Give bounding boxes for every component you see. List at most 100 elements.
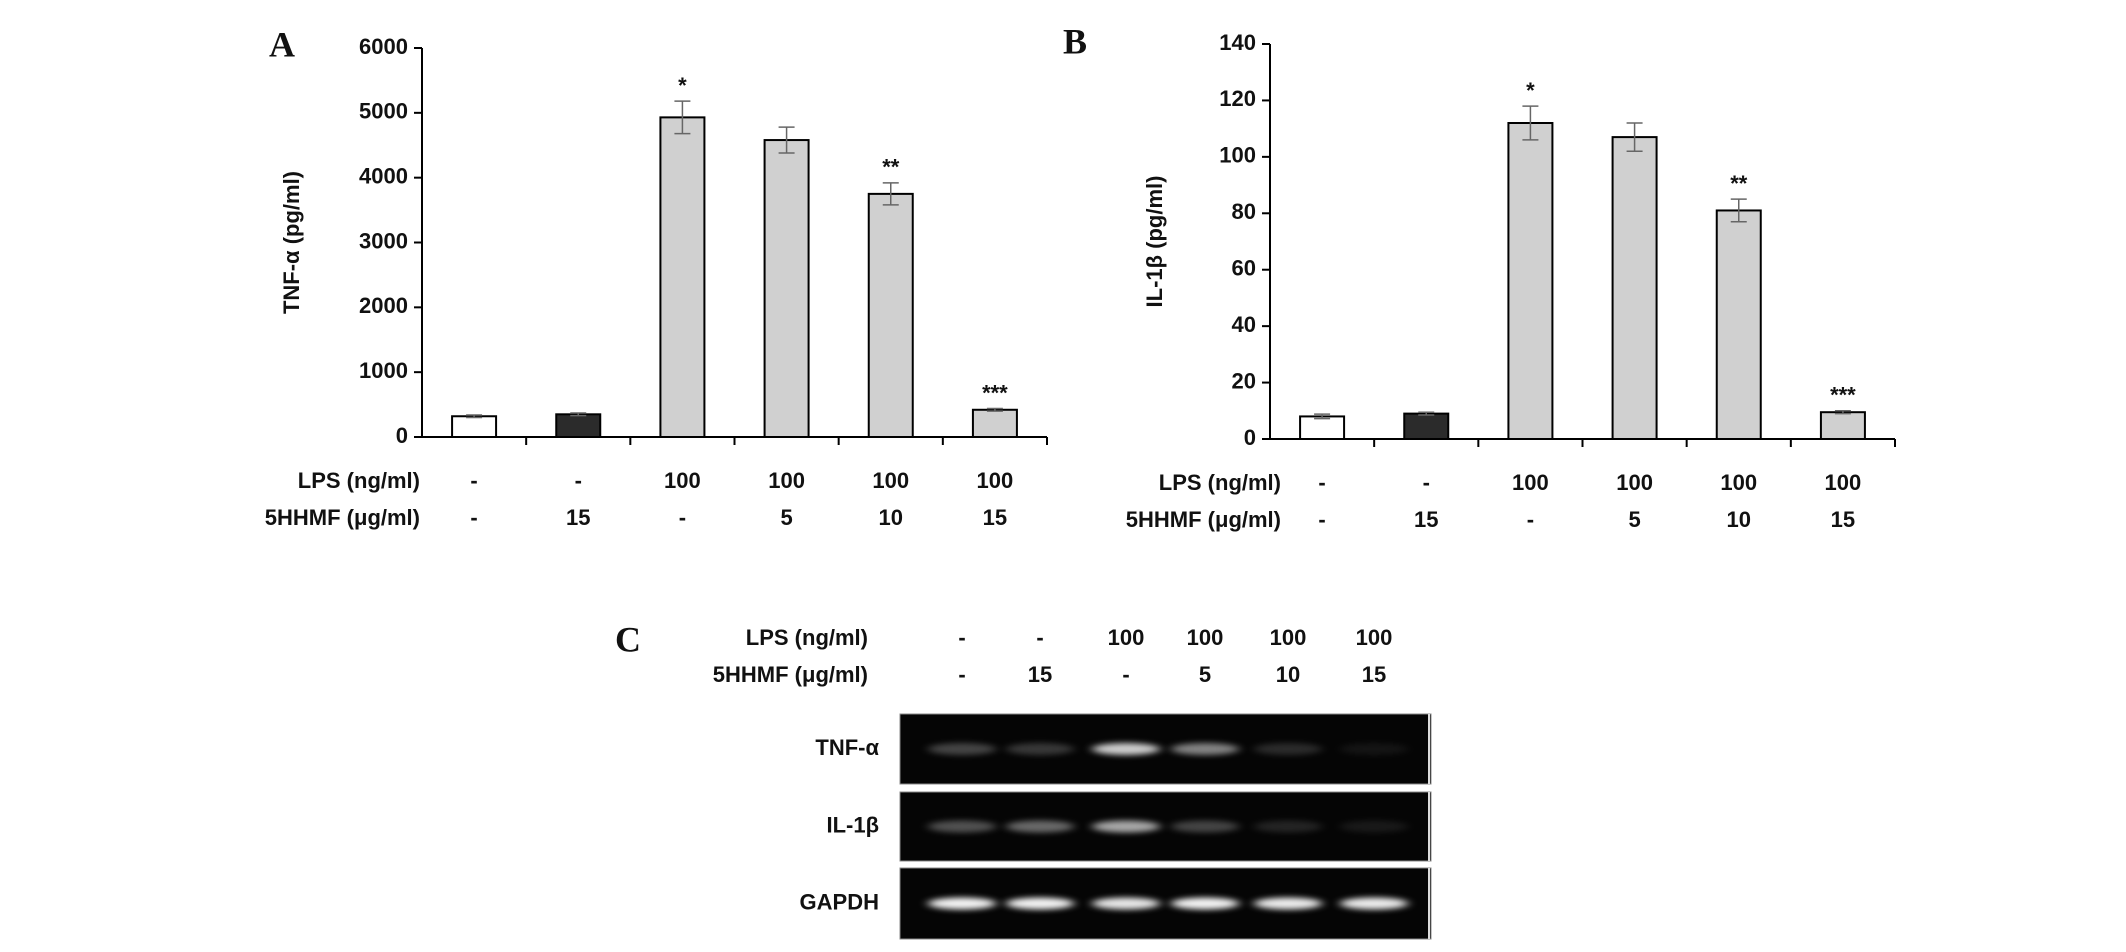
gel-band — [1340, 897, 1408, 910]
significance-label: *** — [982, 380, 1008, 405]
condition-value: - — [1318, 507, 1325, 532]
gel-band — [1254, 743, 1322, 755]
gel-row-label: IL-1β — [826, 812, 879, 837]
significance-label: ** — [1730, 171, 1748, 196]
condition-value: 100 — [1616, 470, 1653, 495]
significance-label: * — [678, 73, 687, 98]
gel-band — [1092, 820, 1160, 833]
gel-band — [928, 743, 996, 755]
y-axis-title: TNF-α (pg/ml) — [279, 171, 304, 314]
bar — [1819, 411, 1866, 441]
y-axis-title: IL-1β (pg/ml) — [1142, 176, 1167, 308]
gel-band — [928, 820, 996, 833]
condition-value: 100 — [1825, 470, 1862, 495]
y-tick-label: 0 — [396, 423, 408, 448]
condition-value: - — [470, 468, 477, 493]
bar — [555, 413, 602, 438]
condition-value: 10 — [1276, 662, 1300, 687]
condition-value: - — [470, 505, 477, 530]
condition-value: - — [679, 505, 686, 530]
bar — [451, 415, 498, 438]
condition-value: 5 — [1199, 662, 1211, 687]
condition-value: 5 — [1628, 507, 1640, 532]
gel-band — [1006, 743, 1074, 755]
gel-row-label: GAPDH — [800, 889, 879, 914]
bar — [1299, 415, 1346, 440]
y-tick-label: 60 — [1232, 256, 1256, 281]
condition-value: 100 — [1187, 625, 1224, 650]
condition-value: 100 — [1270, 625, 1307, 650]
condition-value: 10 — [1727, 507, 1751, 532]
gel-band — [1340, 743, 1408, 755]
gel-band — [1254, 897, 1322, 910]
panel-label: C — [615, 619, 641, 659]
condition-label: LPS (ng/ml) — [1159, 470, 1281, 495]
gel-band — [1254, 820, 1322, 833]
panel-label: B — [1063, 21, 1087, 61]
condition-value: - — [1318, 470, 1325, 495]
condition-value: 100 — [664, 468, 701, 493]
y-tick-label: 4000 — [359, 163, 408, 188]
condition-label: LPS (ng/ml) — [298, 468, 420, 493]
bar — [1507, 122, 1554, 440]
gel-band — [1171, 820, 1239, 833]
y-tick-label: 120 — [1219, 86, 1256, 111]
condition-value: 15 — [983, 505, 1007, 530]
y-tick-label: 100 — [1219, 143, 1256, 168]
y-tick-label: 2000 — [359, 293, 408, 318]
y-tick-label: 5000 — [359, 99, 408, 124]
y-tick-label: 80 — [1232, 199, 1256, 224]
bar — [1715, 209, 1762, 440]
y-tick-label: 1000 — [359, 358, 408, 383]
condition-value: 15 — [1831, 507, 1855, 532]
gel-band — [1092, 897, 1160, 910]
gel-band — [1340, 820, 1408, 833]
significance-label: *** — [1830, 383, 1856, 408]
condition-value: 100 — [872, 468, 909, 493]
bar — [971, 408, 1018, 438]
condition-value: 100 — [977, 468, 1014, 493]
condition-value: - — [1122, 662, 1129, 687]
y-tick-label: 3000 — [359, 228, 408, 253]
bar — [659, 116, 706, 438]
condition-label: 5HHMF (μg/ml) — [713, 662, 868, 687]
condition-value: - — [1036, 625, 1043, 650]
y-tick-label: 6000 — [359, 34, 408, 59]
condition-value: - — [1527, 507, 1534, 532]
condition-label: LPS (ng/ml) — [746, 625, 868, 650]
y-tick-label: 140 — [1219, 30, 1256, 55]
gel-band — [1006, 897, 1074, 910]
y-tick-label: 40 — [1232, 312, 1256, 337]
gel-band — [1171, 897, 1239, 910]
condition-value: 15 — [1028, 662, 1052, 687]
gel-band — [1006, 820, 1074, 833]
significance-label: * — [1526, 78, 1535, 103]
condition-value: 100 — [1512, 470, 1549, 495]
condition-value: - — [575, 468, 582, 493]
bar — [763, 139, 810, 439]
condition-value: 100 — [1356, 625, 1393, 650]
condition-label: 5HHMF (μg/ml) — [265, 505, 420, 530]
significance-label: ** — [882, 155, 900, 180]
condition-value: - — [958, 625, 965, 650]
condition-value: 15 — [566, 505, 590, 530]
condition-value: 10 — [879, 505, 903, 530]
gel-band — [928, 897, 996, 910]
condition-value: 15 — [1362, 662, 1386, 687]
bar — [867, 192, 914, 438]
condition-value: 15 — [1414, 507, 1438, 532]
bar — [1611, 136, 1658, 440]
condition-value: - — [958, 662, 965, 687]
condition-value: 100 — [1108, 625, 1145, 650]
condition-value: 100 — [768, 468, 805, 493]
gel-row-label: TNF-α — [815, 735, 879, 760]
gel-band — [1171, 743, 1239, 755]
condition-label: 5HHMF (μg/ml) — [1126, 507, 1281, 532]
y-tick-label: 0 — [1244, 425, 1256, 450]
y-tick-label: 20 — [1232, 368, 1256, 393]
condition-value: - — [1423, 470, 1430, 495]
gel-band — [1092, 743, 1160, 755]
bar — [1403, 412, 1450, 441]
condition-value: 5 — [780, 505, 792, 530]
